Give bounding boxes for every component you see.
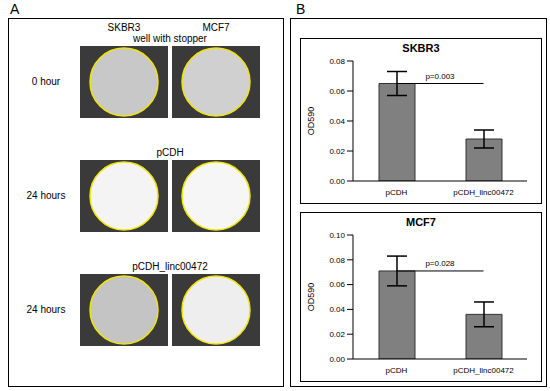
html-text:0 hour: 0 hour — [31, 76, 61, 87]
html-text:SKBR3: SKBR3 — [402, 42, 440, 54]
svg-text:0.02: 0.02 — [329, 330, 345, 339]
html-text:well with stopper: well with stopper — [133, 33, 207, 44]
svg-text:pCDH_linc00472: pCDH_linc00472 — [453, 188, 514, 197]
svg-text:0.08: 0.08 — [329, 57, 345, 66]
svg-text:0.10: 0.10 — [329, 231, 345, 240]
svg-text:0.02: 0.02 — [329, 147, 345, 156]
svg-text:OD590: OD590 — [306, 107, 316, 136]
svg-text:p=0.003: p=0.003 — [425, 72, 455, 81]
svg-text:p=0.028: p=0.028 — [425, 259, 455, 268]
html-text:A: A — [10, 1, 20, 17]
html-text:24 hours: 24 hours — [26, 190, 66, 201]
html-text:pCDH_linc00472: pCDH_linc00472 — [132, 261, 208, 272]
svg-text:0.08: 0.08 — [329, 256, 345, 265]
html-text:pCDH: pCDH — [156, 147, 184, 158]
html-text:MCF7: MCF7 — [406, 216, 436, 228]
svg-text:OD590: OD590 — [306, 283, 316, 312]
svg-text:0.00: 0.00 — [329, 355, 345, 364]
svg-text:0.06: 0.06 — [329, 280, 345, 289]
svg-text:0.04: 0.04 — [329, 117, 345, 126]
svg-text:pCDH: pCDH — [386, 188, 408, 197]
svg-text:0.06: 0.06 — [329, 87, 345, 96]
html-text:MCF7: MCF7 — [202, 22, 230, 33]
svg-text:pCDH_linc00472: pCDH_linc00472 — [453, 366, 514, 375]
html-text:24 hours: 24 hours — [26, 304, 66, 315]
html-text:SKBR3: SKBR3 — [107, 22, 141, 33]
html-text:B: B — [296, 1, 306, 17]
svg-text:0.00: 0.00 — [329, 177, 345, 186]
svg-text:pCDH: pCDH — [386, 366, 408, 375]
svg-text:0.04: 0.04 — [329, 305, 345, 314]
